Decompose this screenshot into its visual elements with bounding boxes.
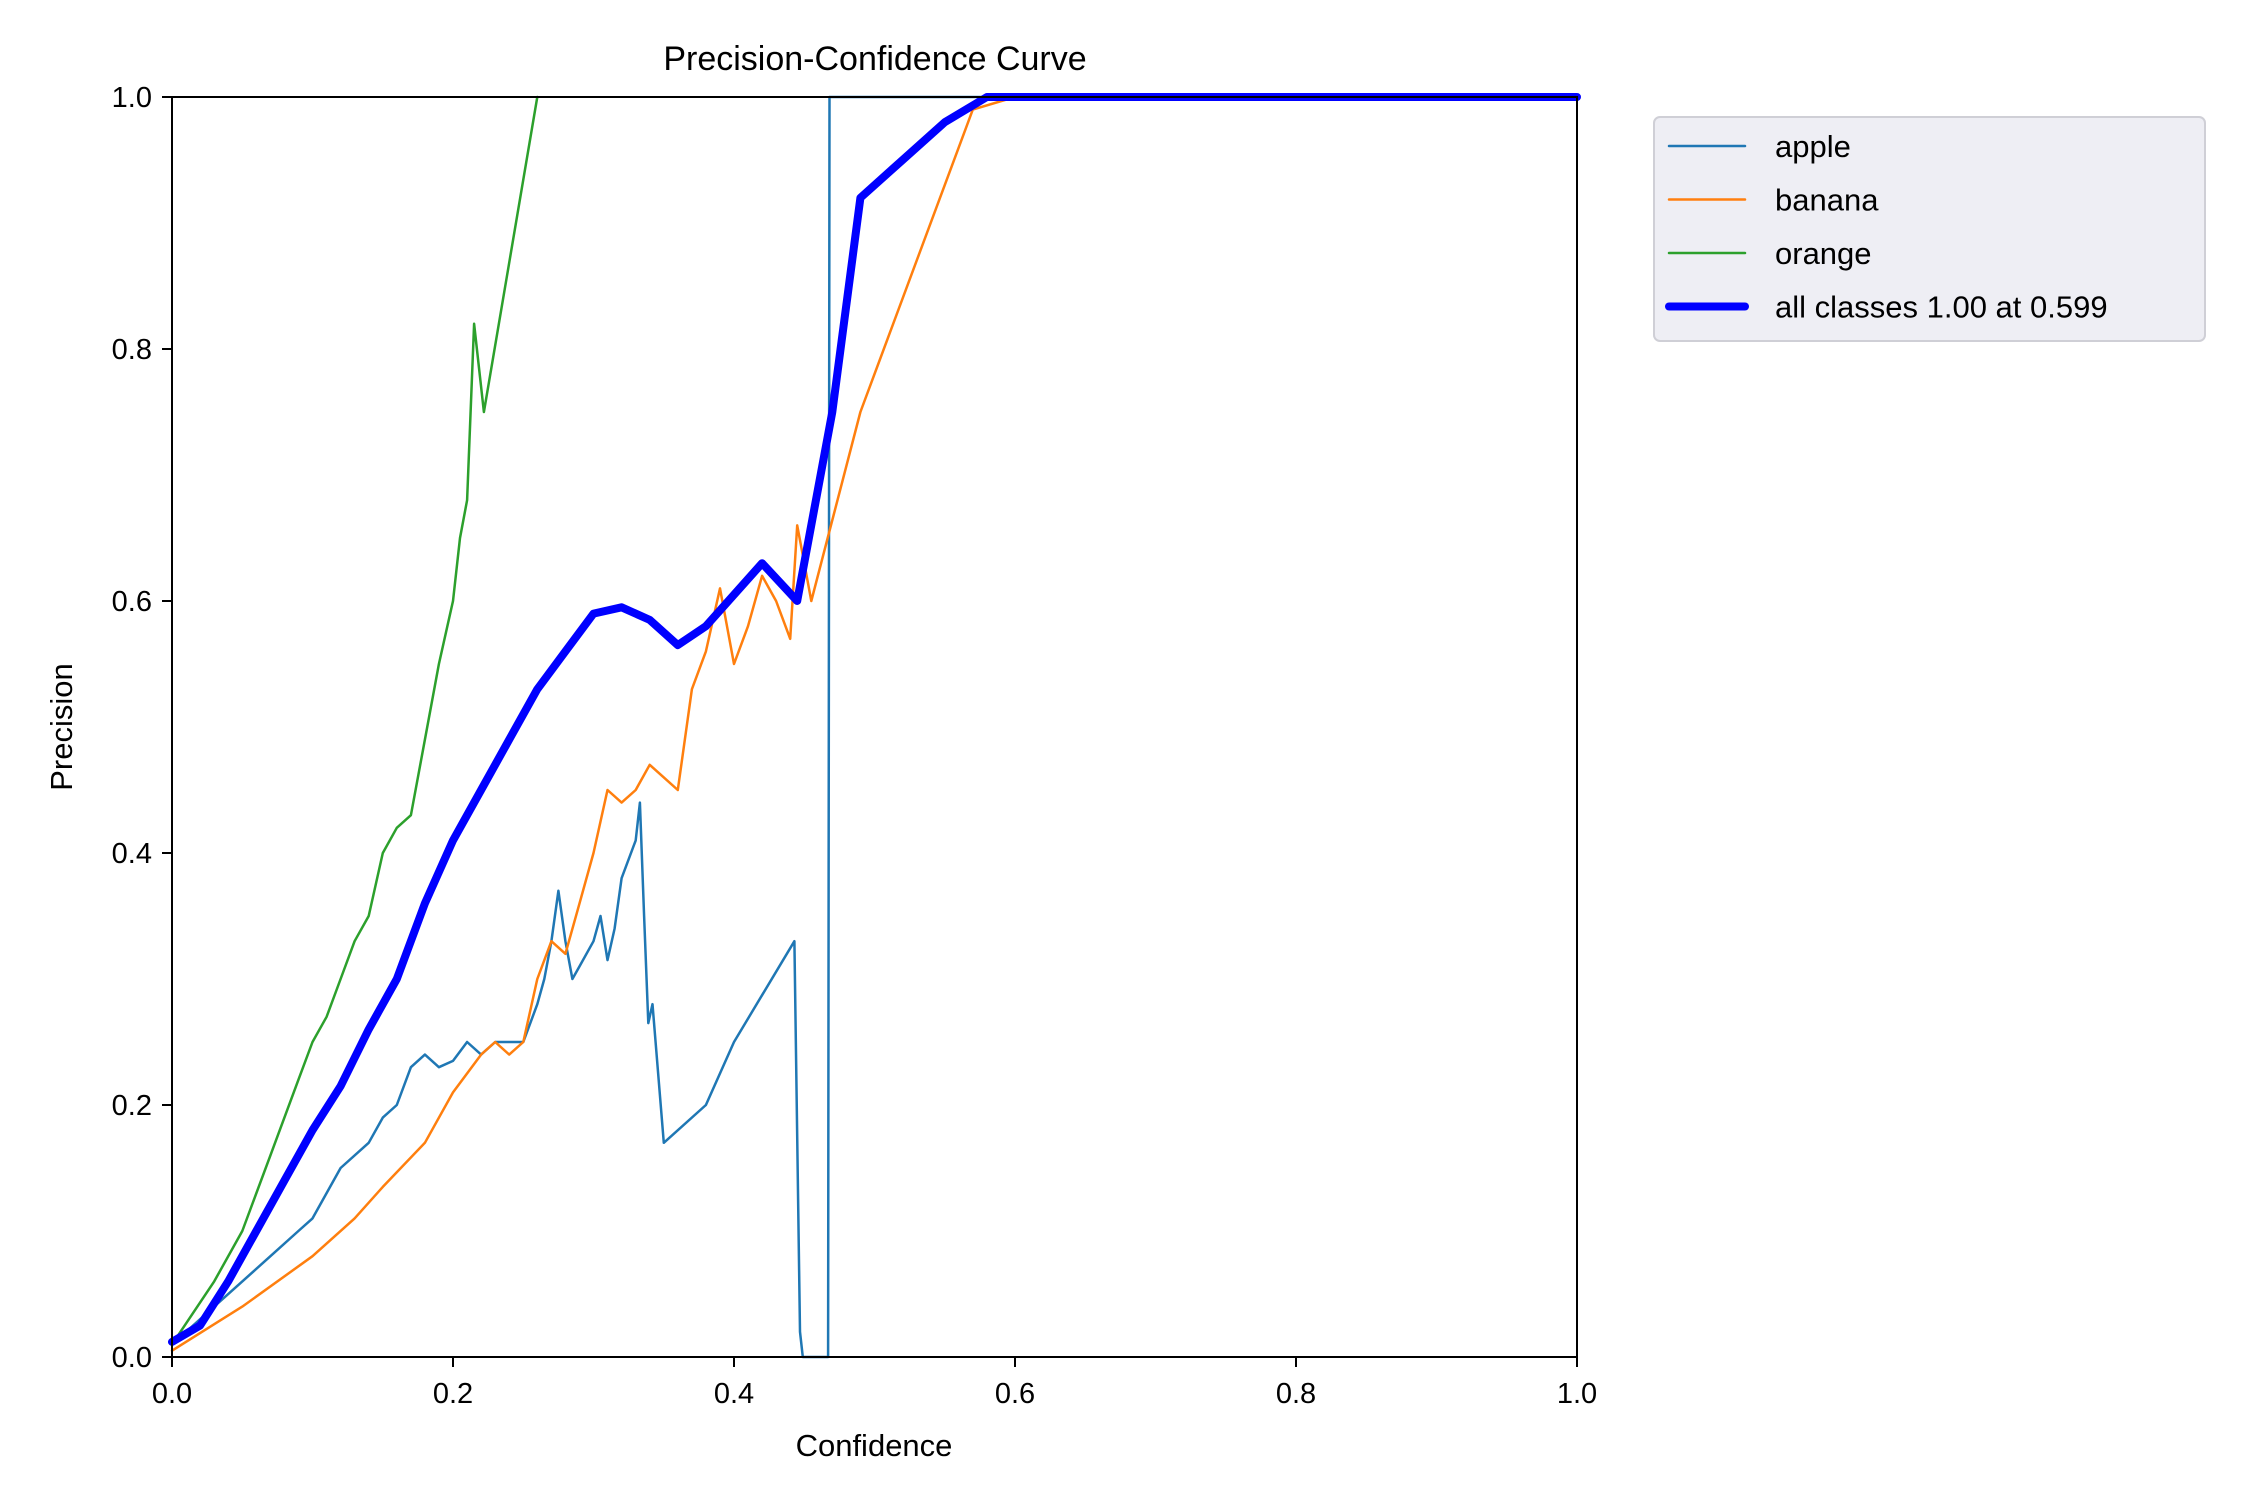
series-line-banana: [170, 95, 1579, 1352]
x-tick-label: 0.0: [152, 1378, 192, 1410]
y-axis-label: Precision: [44, 663, 79, 791]
legend-items: apple banana orange all classes 1.00 at 0.5…: [1665, 129, 2108, 325]
y-tick-label: 0.2: [112, 1090, 152, 1122]
x-axis-label: Confidence: [796, 1428, 953, 1463]
legend-label-orange: orange: [1775, 236, 1872, 271]
legend-label-apple: apple: [1775, 129, 1851, 164]
x-tick-label: 0.8: [1276, 1378, 1316, 1410]
y-tick-label: 0.6: [112, 586, 152, 618]
x-tick-label: 1.0: [1557, 1378, 1597, 1410]
series-layer: [168, 93, 1581, 1359]
legend-box: [1653, 116, 2206, 342]
legend-label-all-classes-1-00-at-0-599: all classes 1.00 at 0.599: [1775, 290, 2108, 325]
plot-frame: [171, 96, 1578, 1358]
y-tick-label: 0.8: [112, 334, 152, 366]
y-tick-label: 0.0: [112, 1342, 152, 1374]
axis-ticks: 0.0 0.2 0.4 0.6 0.8 1.0 0.0 0.2 0.4 0.6 0.8 1.0: [112, 82, 1597, 1410]
y-tick-label: 1.0: [112, 82, 152, 114]
series-line-all-classes-1-00-at-0-599: [168, 93, 1581, 1346]
x-tick-label: 0.6: [995, 1378, 1035, 1410]
series-line-orange: [170, 95, 539, 1346]
series-line-apple: [170, 95, 1579, 1359]
y-tick-label: 0.4: [112, 838, 152, 870]
x-tick-label: 0.4: [714, 1378, 754, 1410]
x-tick-label: 0.2: [433, 1378, 473, 1410]
legend-label-banana: banana: [1775, 183, 1879, 218]
legend: apple banana orange all classes 1.00 at 0.5…: [1653, 116, 2206, 342]
chart-title: Precision-Confidence Curve: [663, 40, 1086, 78]
